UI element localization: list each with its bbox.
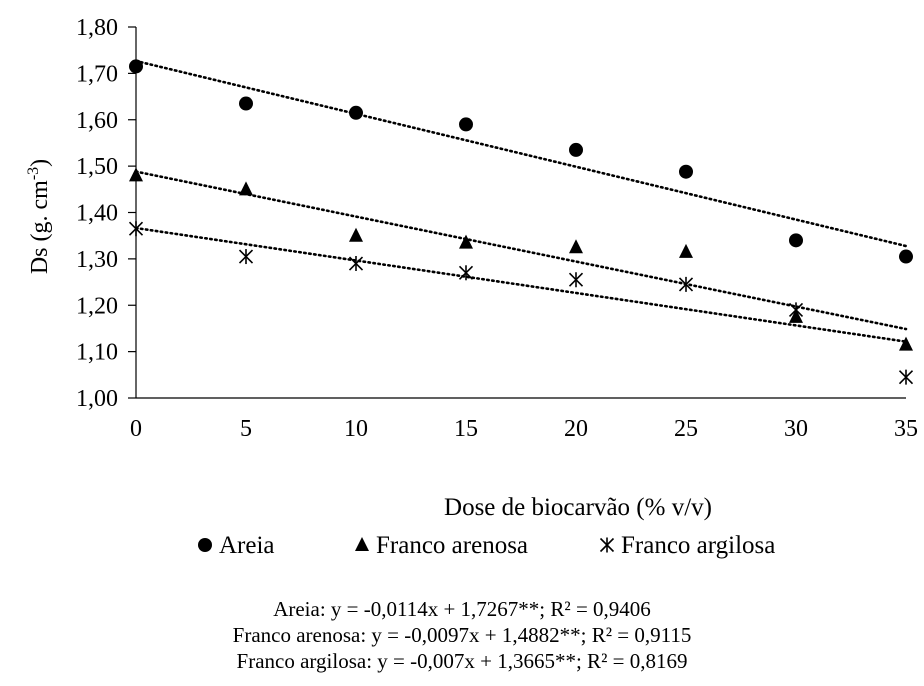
y-tick-label: 1,20 <box>76 293 118 319</box>
regression-equations: Areia: y = -0,0114x + 1,7267**; R² = 0,9… <box>0 596 924 674</box>
point-areia <box>459 117 473 132</box>
point-areia <box>349 105 363 120</box>
point-franco-argilosa <box>678 276 694 292</box>
x-tick-label: 20 <box>564 416 588 442</box>
y-axis-label: Ds (g. cm-3) <box>25 159 53 274</box>
point-franco-arenosa <box>129 167 143 182</box>
x-tick-label: 10 <box>344 416 368 442</box>
point-franco-arenosa <box>899 336 913 351</box>
point-franco-argilosa <box>458 265 474 281</box>
legend-label-franco-arenosa: Franco arenosa <box>376 532 528 559</box>
y-tick-label: 1,80 <box>76 15 118 41</box>
legend-marker-franco-argilosa <box>599 537 615 553</box>
point-areia <box>129 59 143 74</box>
axes: 1,00 1,10 1,20 1,30 1,40 1,50 1,60 1,70 1,80 0 5 10… <box>76 15 918 442</box>
data-points <box>128 59 914 385</box>
point-areia <box>679 164 693 179</box>
x-tick-label: 0 <box>130 416 142 442</box>
point-franco-arenosa <box>569 239 583 254</box>
point-areia <box>789 233 803 248</box>
point-franco-argilosa <box>898 369 914 385</box>
point-franco-argilosa <box>238 249 254 265</box>
scatter-chart: 1,00 1,10 1,20 1,30 1,40 1,50 1,60 1,70 1,80 0 5 10… <box>25 15 918 559</box>
y-tick-label: 1,70 <box>76 61 118 87</box>
y-tick-label: 1,00 <box>76 386 118 412</box>
y-tick-label: 1,50 <box>76 154 118 180</box>
x-tick-label: 30 <box>784 416 808 442</box>
equation-areia: Areia: y = -0,0114x + 1,7267**; R² = 0,9… <box>273 597 651 621</box>
y-tick-label: 1,60 <box>76 108 118 134</box>
point-franco-arenosa <box>239 181 253 196</box>
legend-marker-areia <box>198 538 212 552</box>
point-franco-argilosa <box>788 302 804 318</box>
point-franco-argilosa <box>348 256 364 272</box>
point-areia <box>569 142 583 157</box>
point-areia <box>899 249 913 264</box>
point-franco-arenosa <box>349 227 363 242</box>
equation-franco-argilosa: Franco argilosa: y = -0,007x + 1,3665**;… <box>236 649 688 673</box>
point-franco-argilosa <box>568 272 584 288</box>
x-tick-label: 25 <box>674 416 698 442</box>
trendlines <box>134 59 908 343</box>
point-franco-arenosa <box>459 234 473 249</box>
point-areia <box>239 96 253 111</box>
x-tick-label: 15 <box>454 416 478 442</box>
x-tick-label: 35 <box>894 416 918 442</box>
point-franco-argilosa <box>128 221 144 237</box>
y-tick-label: 1,40 <box>76 201 118 227</box>
x-tick-label: 5 <box>240 416 252 442</box>
trendline-franco-argilosa <box>134 226 908 343</box>
y-tick-label: 1,30 <box>76 247 118 273</box>
trendline-areia <box>134 59 908 248</box>
trendline-franco-arenosa <box>134 170 908 331</box>
legend-marker-franco-arenosa <box>355 537 369 551</box>
equation-franco-arenosa: Franco arenosa: y = -0,0097x + 1,4882**;… <box>232 623 692 647</box>
x-axis-label: Dose de biocarvão (% v/v) <box>444 494 712 521</box>
y-tick-label: 1,10 <box>76 340 118 366</box>
point-franco-arenosa <box>679 243 693 258</box>
legend: Areia Franco arenosa Franco argilosa <box>198 532 775 559</box>
legend-label-areia: Areia <box>219 532 275 559</box>
legend-label-franco-argilosa: Franco argilosa <box>621 532 775 559</box>
